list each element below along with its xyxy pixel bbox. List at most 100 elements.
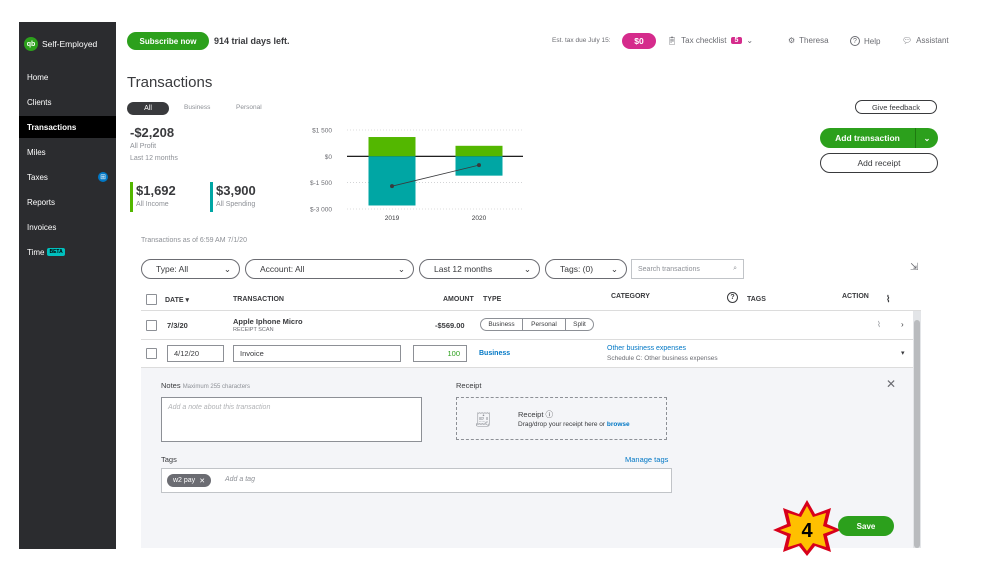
period-filter[interactable]: Last 12 months ⌄ [419, 259, 540, 279]
step-callout-star: 4 [773, 500, 841, 556]
table-row[interactable]: 7/3/20 Apple Iphone Micro RECEIPT SCAN -… [141, 311, 913, 340]
type-split-button[interactable]: Split [566, 318, 594, 331]
scrollbar-thumb[interactable] [914, 320, 920, 548]
search-input[interactable]: Search transactions ⌕ [631, 259, 744, 279]
sidebar-item-clients[interactable]: Clients [19, 91, 116, 113]
chevron-down-icon: ⌄ [397, 263, 405, 274]
segment-business[interactable]: Business [184, 104, 211, 111]
x-tick-label: 2019 [385, 215, 400, 222]
receipt-title-text: Receipt [518, 410, 544, 419]
select-all-checkbox[interactable] [146, 294, 157, 305]
chevron-down-icon: ⌄ [523, 263, 531, 274]
help-link[interactable]: ? Help [850, 36, 880, 46]
browse-link[interactable]: browse [606, 421, 630, 428]
segment-all[interactable]: All [127, 102, 169, 115]
sidebar-item-miles[interactable]: Miles [19, 141, 116, 163]
user-menu[interactable]: ⚙ Theresa [788, 36, 829, 45]
table-row-expanded[interactable]: 4/12/20 Invoice 100 Business Other busin… [141, 340, 913, 368]
add-transaction-label: Add transaction [835, 133, 900, 143]
profit-point [477, 163, 481, 168]
amount-field[interactable]: 100 [413, 345, 467, 362]
user-name: Theresa [799, 36, 829, 45]
sidebar-item-home[interactable]: Home [19, 66, 116, 88]
sidebar-item-time[interactable]: Time BETA [19, 241, 116, 263]
row-checkbox[interactable] [146, 320, 157, 331]
notes-label-text: Notes [161, 381, 181, 390]
row-checkbox[interactable] [146, 348, 157, 359]
profit-point [390, 184, 394, 189]
sidebar-item-label: Time [27, 247, 45, 257]
quickbooks-logo-icon: qb [24, 37, 38, 51]
y-tick-label: $-1 500 [310, 180, 332, 187]
type-business-button[interactable]: Business [480, 318, 523, 331]
type-personal-button[interactable]: Personal [523, 318, 566, 331]
receipt-dropzone[interactable]: 🧾︎ Receipt ⓘ Drag/drop your receipt here… [456, 397, 667, 440]
bar-income [455, 145, 503, 157]
give-feedback-button[interactable]: Give feedback [855, 100, 937, 114]
sidebar-item-reports[interactable]: Reports [19, 191, 116, 213]
notes-textarea[interactable]: Add a note about this transaction [161, 397, 422, 442]
export-icon[interactable]: ⇲ [910, 262, 919, 273]
beta-badge: BETA [47, 248, 65, 256]
profit-value: -$2,208 [130, 125, 175, 140]
type-value[interactable]: Business [479, 350, 511, 357]
sidebar: qb Self-Employed Home Clients Transactio… [19, 22, 116, 549]
manage-tags-link[interactable]: Manage tags [625, 455, 669, 464]
tax-checklist-count: 5 [730, 37, 743, 44]
sidebar-item-invoices[interactable]: Invoices [19, 216, 116, 238]
gift-icon: ⊞ [98, 172, 108, 182]
type-filter-label: Type: All [156, 264, 189, 274]
category-link[interactable]: Other business expenses [607, 345, 686, 352]
header-tags: TAGS [747, 296, 766, 303]
brand[interactable]: qb Self-Employed [24, 37, 97, 51]
question-icon[interactable]: ⓘ [545, 410, 554, 419]
notes-hint: Maximum 255 characters [182, 384, 251, 390]
tax-checklist-link[interactable]: 📋︎ Tax checklist 5 ⌄ [667, 36, 753, 45]
row-transaction-name: Apple Iphone Micro [233, 317, 303, 326]
step-number: 4 [801, 520, 813, 542]
x-tick-label: 2020 [472, 215, 487, 222]
income-color-marker [130, 182, 133, 212]
tag-placeholder: Add a tag [225, 476, 255, 483]
chevron-right-icon[interactable]: › [901, 320, 904, 329]
save-button[interactable]: Save [838, 516, 894, 536]
chevron-down-icon[interactable]: ⌄ [915, 128, 938, 148]
gear-icon: ⚙ [788, 36, 796, 45]
est-tax-label: Est. tax due July 15: [552, 37, 611, 44]
search-icon: ⌕ [733, 265, 737, 272]
assistant-link[interactable]: 💬︎ Assistant [902, 36, 949, 45]
header-action: ACTION [842, 293, 869, 300]
y-tick-label: $0 [325, 154, 333, 161]
transaction-name-field[interactable]: Invoice [233, 345, 401, 362]
account-filter[interactable]: Account: All ⌄ [245, 259, 414, 279]
y-tick-label: $1 500 [312, 128, 332, 135]
tags-input[interactable]: w2 pay ✕ Add a tag [161, 468, 672, 493]
sidebar-item-taxes[interactable]: Taxes ⊞ [19, 166, 116, 188]
spending-label: All Spending [216, 201, 256, 208]
header-date-label: DATE [165, 297, 184, 304]
est-tax-value[interactable]: $0 [622, 33, 656, 49]
income-label: All Income [136, 201, 169, 208]
close-icon[interactable]: ✕ [199, 477, 206, 485]
type-filter[interactable]: Type: All ⌄ [141, 259, 240, 279]
question-icon[interactable]: ? [727, 292, 738, 303]
date-field[interactable]: 4/12/20 [167, 345, 224, 362]
question-icon: ? [850, 36, 860, 46]
tax-checklist-label: Tax checklist [681, 36, 727, 45]
bar-spending [368, 156, 416, 206]
add-transaction-button[interactable]: Add transaction ⌄ [820, 128, 938, 148]
header-date[interactable]: DATE ▾ [165, 297, 190, 304]
tags-filter[interactable]: Tags: (0) ⌄ [545, 259, 627, 279]
spending-value: $3,900 [216, 183, 256, 198]
subscribe-button[interactable]: Subscribe now [127, 32, 209, 50]
add-receipt-button[interactable]: Add receipt [820, 153, 938, 173]
segment-personal[interactable]: Personal [236, 104, 262, 111]
sidebar-item-transactions[interactable]: Transactions [19, 116, 116, 138]
paperclip-icon[interactable]: ⌇ [877, 320, 881, 329]
bar-income [368, 137, 416, 157]
chevron-down-icon[interactable]: ▾ [901, 350, 905, 357]
trial-days-text: 914 trial days left. [214, 36, 290, 46]
close-icon[interactable]: ✕ [886, 377, 897, 391]
chevron-down-icon[interactable]: ⌄ [746, 36, 754, 45]
tag-chip[interactable]: w2 pay ✕ [167, 474, 212, 487]
